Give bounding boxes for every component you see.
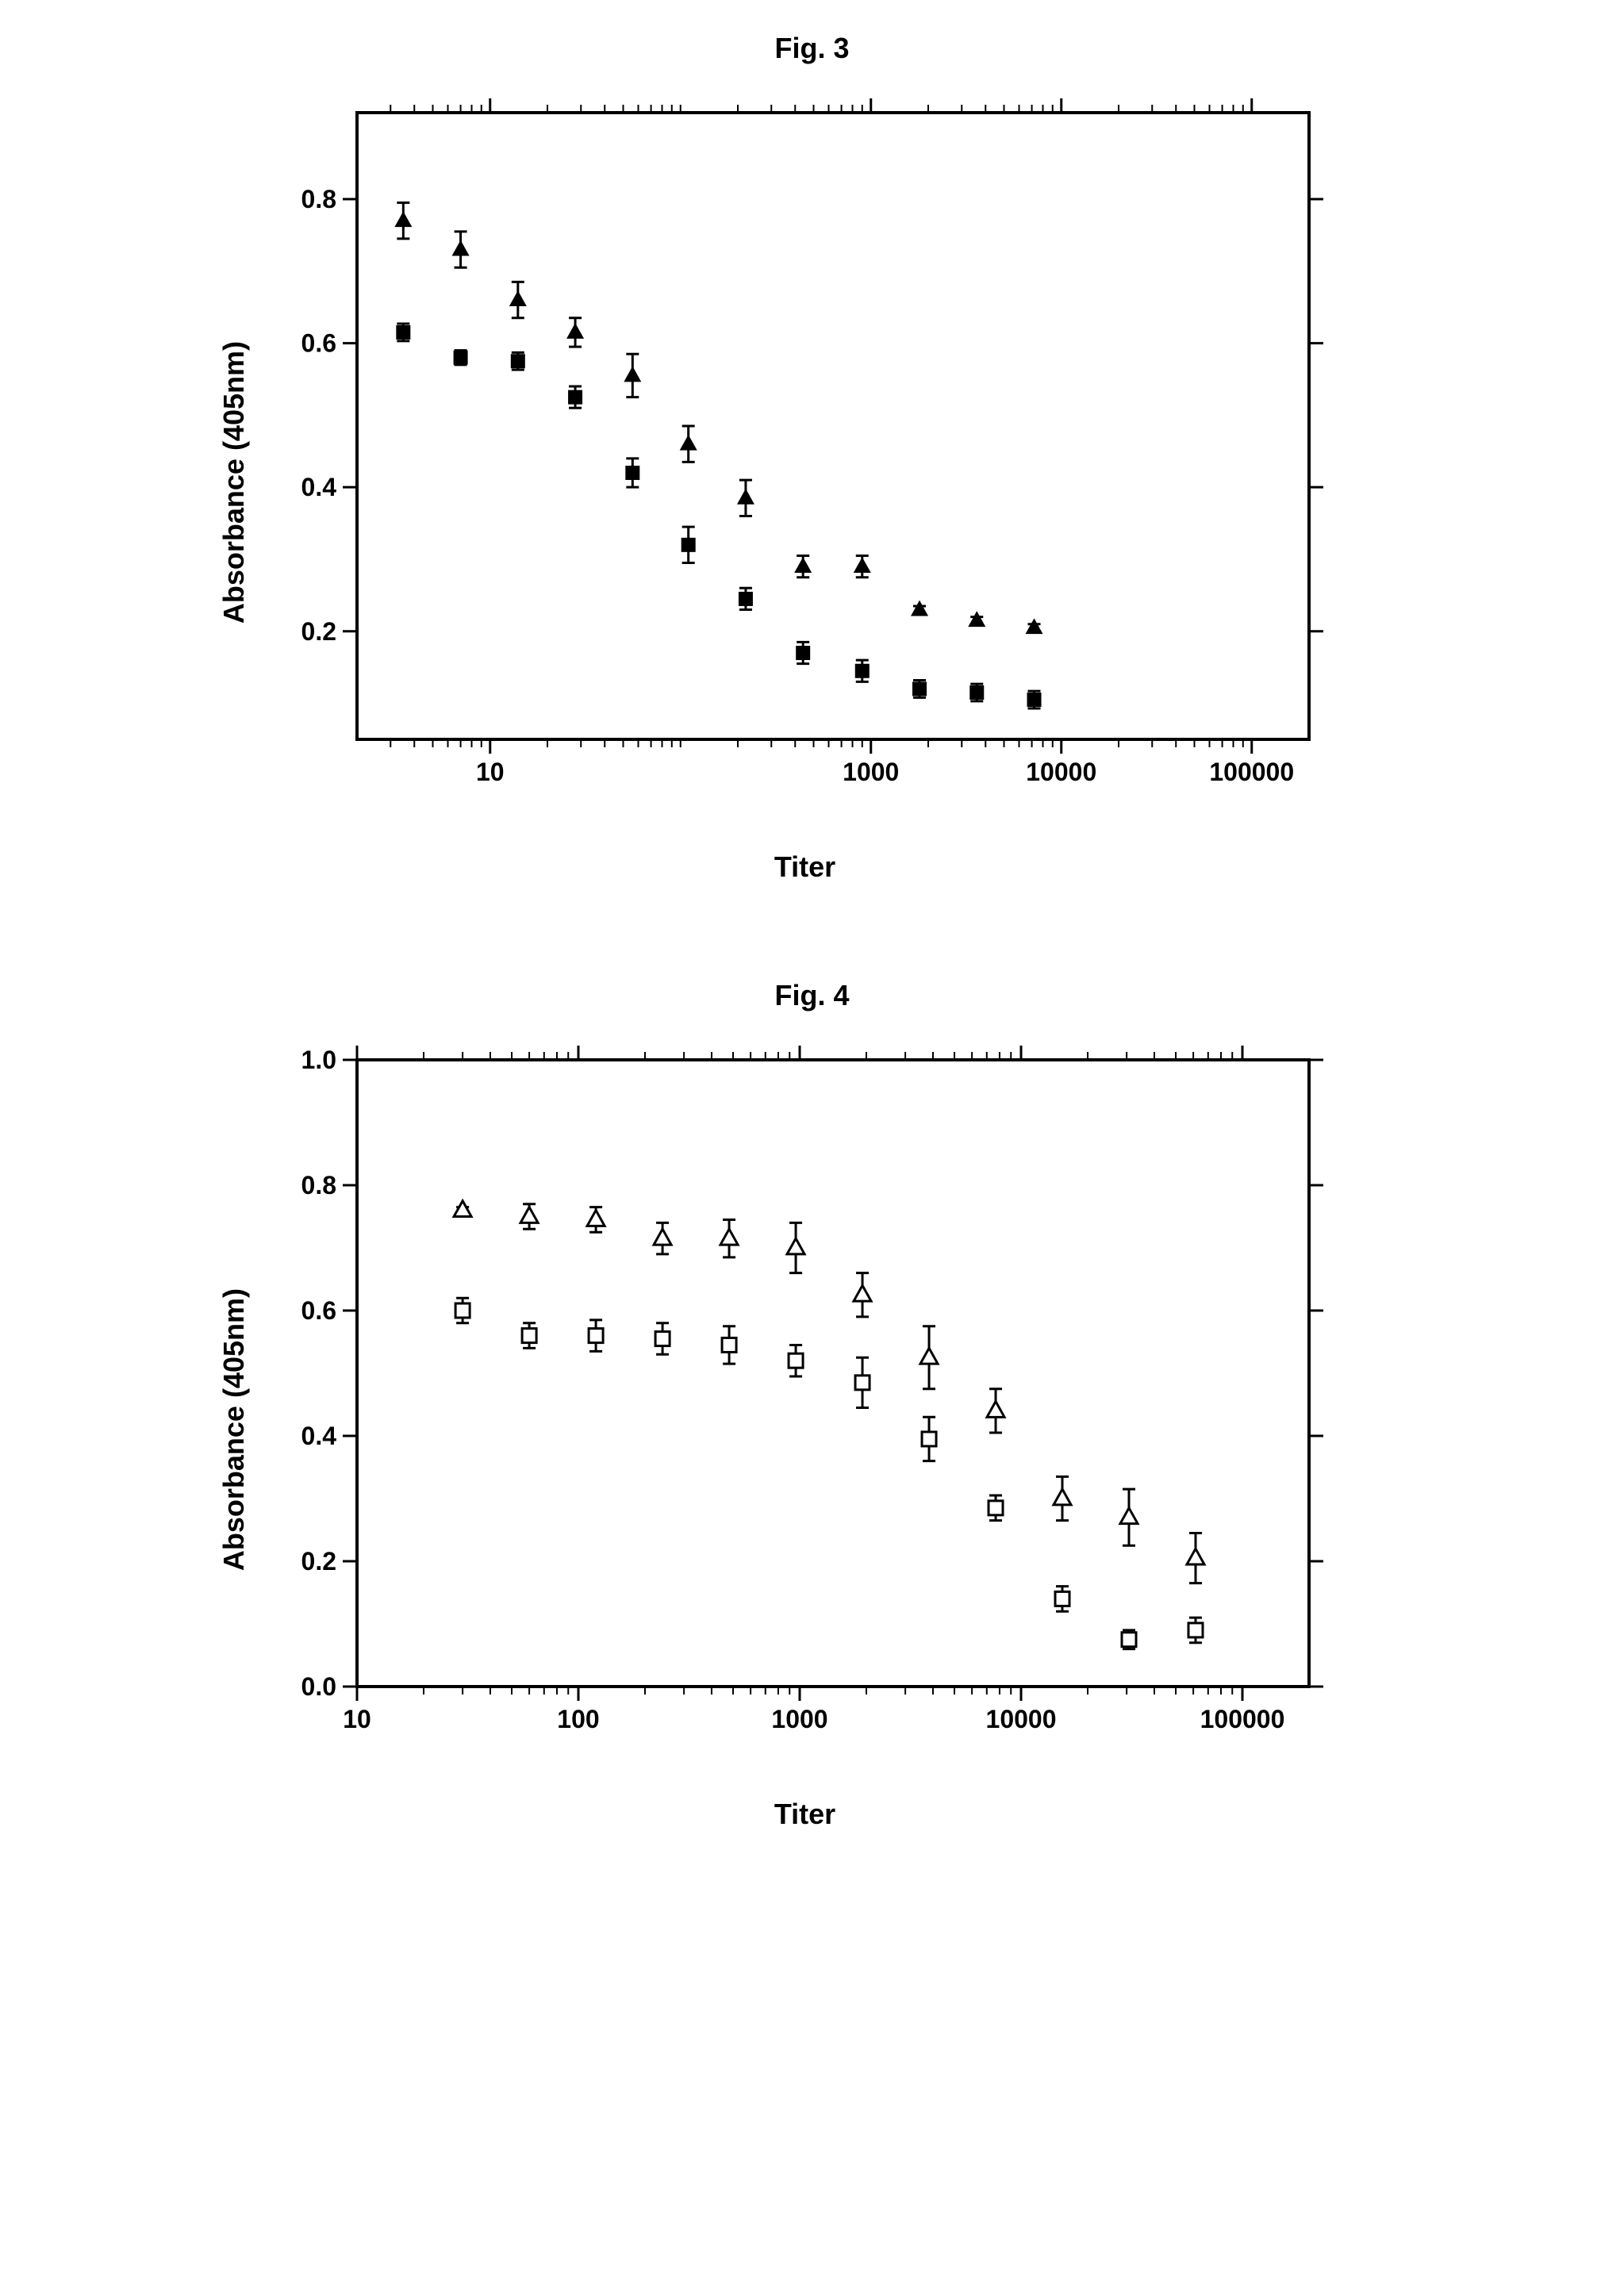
svg-text:10000: 10000 — [985, 1705, 1056, 1733]
svg-text:100000: 100000 — [1200, 1705, 1284, 1733]
svg-text:100000: 100000 — [1209, 758, 1294, 786]
svg-text:0.0: 0.0 — [301, 1672, 336, 1701]
svg-text:100: 100 — [557, 1705, 599, 1733]
svg-text:0.2: 0.2 — [301, 617, 336, 646]
svg-text:0.8: 0.8 — [301, 1171, 336, 1199]
svg-text:0.8: 0.8 — [301, 185, 336, 213]
svg-text:0.4: 0.4 — [301, 1422, 336, 1450]
svg-text:1000: 1000 — [771, 1705, 827, 1733]
figure-4-plot-holder: 0.0 0.2 0.4 0.6 0.8 1.0 10 100 1000 10000 100000 T… — [270, 1028, 1341, 1831]
svg-text:0.2: 0.2 — [301, 1547, 336, 1576]
svg-text:10: 10 — [475, 758, 504, 786]
figure-4-xlabel: Titer — [270, 1798, 1341, 1831]
figure-3-xlabel: Titer — [270, 850, 1341, 884]
figure-3-chart-wrap: Absorbance (405nm) 0.2 0.4 0.6 0.8 10 1000 100… — [217, 81, 1407, 884]
figure-3-svg: 0.2 0.4 0.6 0.8 10 1000 10000 100000 — [270, 81, 1341, 811]
svg-text:10000: 10000 — [1026, 758, 1096, 786]
svg-text:0.6: 0.6 — [301, 1296, 336, 1325]
svg-text:0.6: 0.6 — [301, 329, 336, 358]
figure-4-ylabel: Absorbance (405nm) — [217, 1288, 251, 1571]
svg-text:1.0: 1.0 — [301, 1046, 336, 1074]
figure-4-title: Fig. 4 — [217, 979, 1407, 1012]
svg-text:0.4: 0.4 — [301, 473, 336, 501]
figure-4-block: Fig. 4 Absorbance (405nm) 0.00.20.40.60.… — [217, 979, 1407, 1831]
figure-3-title: Fig. 3 — [217, 32, 1407, 65]
figure-4-chart-wrap: Absorbance (405nm) 0.0 0.2 0.4 0.6 0.8 1.0 10 1… — [217, 1028, 1407, 1831]
figure-3-ylabel: Absorbance (405nm) — [217, 341, 251, 624]
figure-4-svg: 0.0 0.2 0.4 0.6 0.8 1.0 10 100 1000 10000 100000 — [270, 1028, 1341, 1758]
svg-text:10: 10 — [343, 1705, 371, 1733]
figure-3-plot-holder: 0.2 0.4 0.6 0.8 10 1000 10000 100000 Titer — [270, 81, 1341, 884]
figure-3-block: Fig. 3 Absorbance (405nm) 0.2 0.4 0.6 0.8 10… — [217, 32, 1407, 884]
svg-text:1000: 1000 — [843, 758, 899, 786]
